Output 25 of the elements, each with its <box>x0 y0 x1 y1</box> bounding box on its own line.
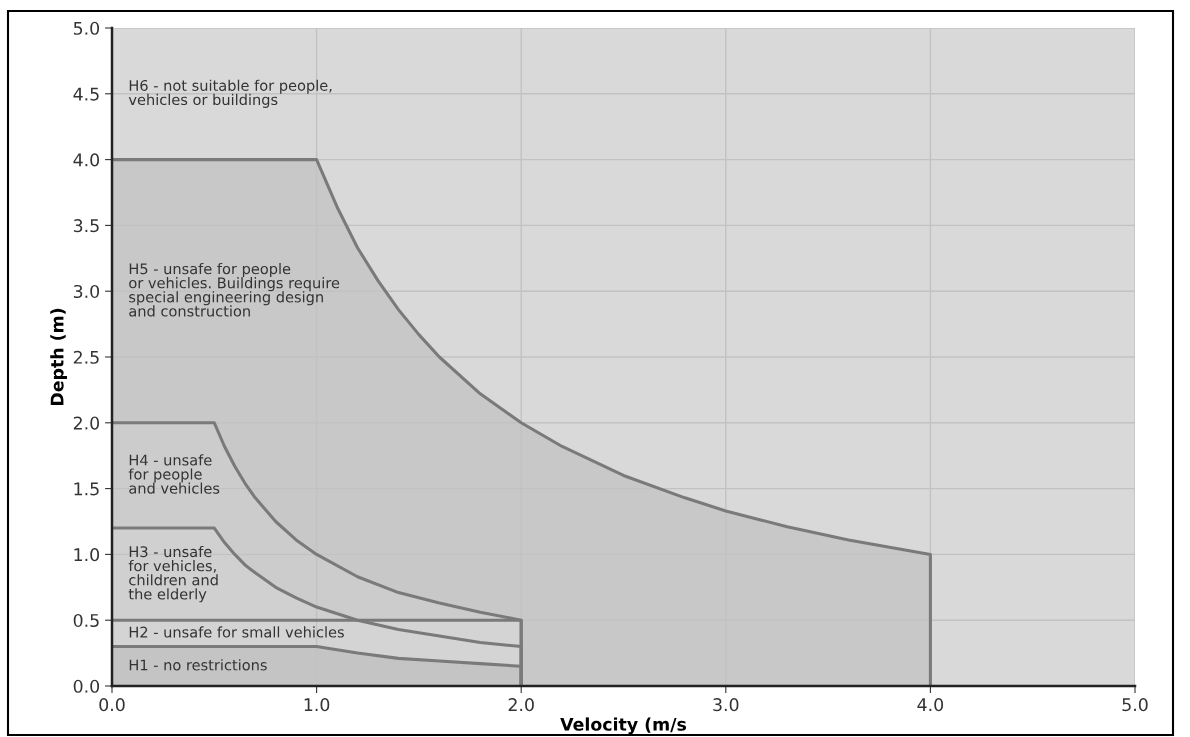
x-tick-label: 2.0 <box>508 698 534 712</box>
y-tick-label: 1.0 <box>74 548 100 562</box>
annotation: H1 - no restrictions <box>129 659 267 671</box>
y-tick-label: 0.0 <box>73 679 100 693</box>
y-tick-label: 2.5 <box>73 350 99 364</box>
y-tick-label: 3.0 <box>73 284 100 299</box>
x-tick-label: 1.0 <box>304 698 330 712</box>
annotation: H2 - unsafe for small vehicles <box>129 626 344 638</box>
y-tick-label: 2.0 <box>73 416 100 430</box>
y-tick-label: 4.0 <box>73 153 100 167</box>
annotation: H5 - unsafe for people or vehicles. Buildings require special engineering design and construction <box>129 262 340 317</box>
x-tick-label: 3.0 <box>713 698 739 712</box>
x-tick-label: 5.0 <box>1122 698 1148 712</box>
y-axis-title: Depth (m) <box>50 308 68 406</box>
y-tick-label: 4.5 <box>73 87 99 101</box>
x-tick-label: 4.0 <box>917 698 944 712</box>
y-tick-label: 5.0 <box>73 21 100 35</box>
y-tick-label: 1.5 <box>74 482 99 496</box>
y-tick-label: 3.5 <box>73 219 99 233</box>
annotation: H6 - not suitable for people, vehicles or buildings <box>128 79 332 108</box>
annotation: H3 - unsafe for vehicles, children and the elderly <box>128 545 218 603</box>
y-tick-label: 0.5 <box>73 613 99 628</box>
x-tick-label: 0.0 <box>99 698 125 712</box>
x-axis-title: Velocity (m/s <box>560 717 687 735</box>
annotation: H4 - unsafe for people and vehicles <box>128 454 220 494</box>
